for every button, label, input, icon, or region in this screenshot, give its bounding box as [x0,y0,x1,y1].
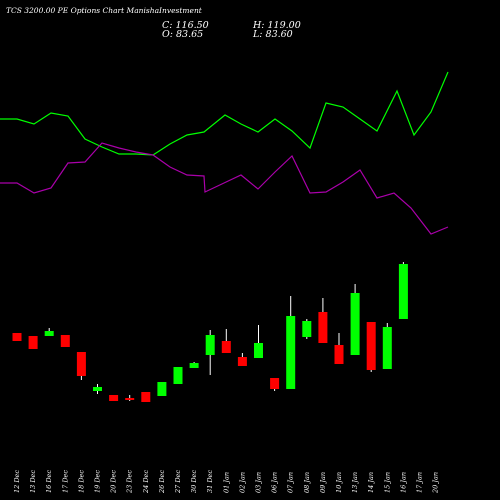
x-tick-label: 08 Jan [303,472,311,493]
green-indicator-line [0,71,449,156]
candle-body [93,387,102,391]
x-tick-label: 06 Jan [271,472,279,493]
x-tick-label: 23 Dec [126,470,134,494]
x-tick-label: 20 Jan [432,472,440,494]
candle-body [302,321,312,337]
x-tick-label: 10 Jan [335,472,343,493]
high-value: H: 119.00 [253,20,301,31]
candles [12,262,408,402]
x-tick-label: 13 Dec [29,470,37,493]
x-tick-label: 14 Jan [367,472,375,493]
candle-body [318,312,328,343]
candle-body [254,343,263,358]
candle-body [398,264,408,319]
candle-body [237,357,247,366]
x-tick-label: 13 Jan [351,472,359,493]
candle-body [205,335,215,355]
candle-body [189,363,199,368]
x-tick-label: 30 Dec [190,470,198,493]
candle-body [44,331,54,336]
x-tick-label: 03 Jan [255,472,263,493]
candle-body [221,341,231,353]
x-tick-label: 31 Dec [206,470,214,493]
indicator-lines [0,71,449,235]
candle-body [60,335,70,347]
candle-body [28,336,38,349]
x-tick-label: 16 Jan [399,472,407,493]
magenta-indicator-line [0,142,449,235]
candle-body [366,322,376,370]
x-tick-label: 15 Jan [383,472,391,493]
open-value: O: 83.65 [162,29,204,40]
x-tick-label: 24 Dec [142,470,150,494]
candle-body [76,352,86,376]
candle-body [12,333,22,341]
candle-body [382,327,392,369]
candle-body [334,345,344,364]
candle-body [157,382,167,396]
x-tick-label: 18 Dec [77,470,85,493]
x-tick-label: 20 Dec [110,470,118,494]
x-tick-label: 26 Dec [158,470,166,494]
x-tick-label: 19 Dec [94,470,102,493]
candle-body [141,392,151,402]
x-tick-label: 17 Jan [416,472,424,493]
candle-body [173,367,183,384]
chart-title: TCS 3200.00 PE Options Chart ManishaInve… [6,6,202,15]
candle-body [109,395,119,401]
candle-body [270,378,280,389]
x-tick-label: 01 Jan [222,472,230,493]
low-value: L: 83.60 [253,29,293,40]
candle-body [286,316,296,389]
x-tick-label: 27 Dec [174,470,182,494]
x-tick-label: 02 Jan [238,472,246,493]
x-tick-label: 16 Dec [45,470,53,493]
x-tick-label: 12 Dec [13,470,21,493]
x-tick-label: 17 Dec [61,470,69,493]
x-tick-label: 09 Jan [319,472,327,493]
candle-body [350,293,360,355]
x-axis-ticks: 12 Dec 13 Dec 16 Dec 17 Dec 18 Dec 19 Dec 20 D… [13,470,440,494]
close-value: C: 116.50 [162,20,209,31]
candle-body [125,398,135,400]
x-tick-label: 07 Jan [287,472,295,493]
